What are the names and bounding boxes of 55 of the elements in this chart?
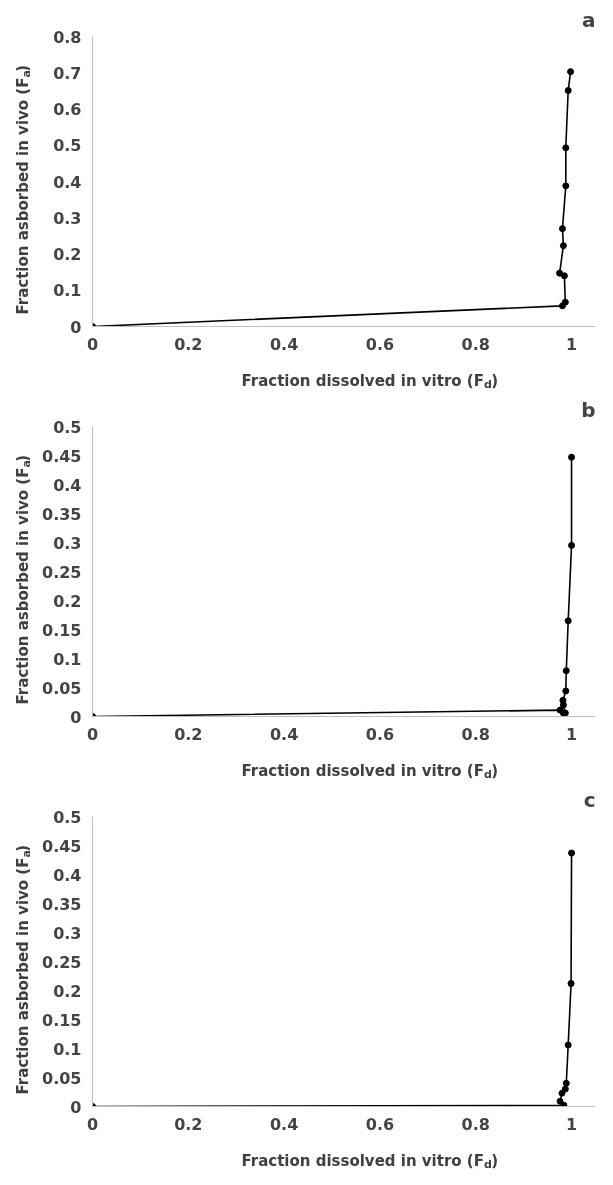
y-axis-title: Fraction asborbed in vivo (Fa) — [13, 844, 33, 1095]
y-tick-label: 0.4 — [53, 475, 82, 495]
y-tick-label: 0.35 — [42, 894, 82, 914]
y-tick-label: 0.35 — [42, 504, 82, 524]
x-tick-label: 0 — [86, 724, 99, 744]
chart-title: c — [583, 787, 596, 812]
y-tick-label: 0.1 — [53, 649, 82, 669]
y-tick-label: 0.45 — [42, 446, 82, 466]
y-tick-label: 0.1 — [53, 281, 82, 301]
y-tick-label: 0.15 — [42, 1010, 82, 1030]
chart-title: a — [582, 7, 596, 32]
y-tick-label: 0.05 — [42, 1068, 82, 1088]
y-tick-label: 0 — [70, 707, 82, 727]
x-tick-label: 0.4 — [269, 1114, 299, 1134]
chart-title: b — [581, 397, 596, 422]
y-tick-label: 0.15 — [42, 620, 82, 640]
x-tick-label: 1 — [565, 334, 578, 354]
x-tick-label: 0.6 — [365, 724, 395, 744]
y-tick-label: 0.2 — [53, 591, 82, 611]
x-tick-label: 1 — [565, 1114, 578, 1134]
x-tick-label: 0.6 — [365, 1114, 395, 1134]
y-tick-label: 0.8 — [53, 27, 82, 47]
y-axis-title: Fraction asborbed in vivo (Fa) — [13, 64, 33, 315]
y-tick-label: 0.25 — [42, 562, 82, 582]
x-tick-label: 0.8 — [461, 1114, 490, 1134]
x-tick-label: 0 — [86, 1114, 99, 1134]
y-tick-label: 0.25 — [42, 952, 82, 972]
y-tick-label: 0.5 — [53, 136, 82, 156]
y-tick-label: 0.05 — [42, 678, 82, 698]
y-tick-label: 0.45 — [42, 836, 82, 856]
y-tick-label: 0 — [70, 317, 82, 337]
y-tick-label: 0.2 — [53, 981, 82, 1001]
x-tick-label: 0.4 — [269, 334, 299, 354]
y-tick-label: 0.5 — [53, 807, 82, 827]
y-tick-label: 0.3 — [53, 208, 82, 228]
x-tick-label: 0.6 — [365, 334, 395, 354]
y-tick-label: 0.3 — [53, 533, 82, 553]
y-tick-label: 0.1 — [53, 1039, 82, 1059]
y-tick-label: 0.4 — [53, 865, 82, 885]
x-tick-label: 0.2 — [174, 724, 203, 744]
x-tick-label: 0 — [86, 334, 99, 354]
y-tick-label: 0 — [70, 1097, 82, 1117]
x-tick-label: 0.8 — [461, 724, 490, 744]
y-tick-label: 0.5 — [53, 417, 82, 437]
y-tick-label: 0.7 — [53, 63, 82, 83]
x-tick-label: 0.8 — [461, 334, 490, 354]
x-tick-label: 0.2 — [174, 1114, 203, 1134]
x-tick-label: 0.2 — [174, 334, 203, 354]
x-tick-label: 0.4 — [269, 724, 299, 744]
x-tick-label: 1 — [565, 724, 578, 744]
y-tick-label: 0.3 — [53, 923, 82, 943]
y-tick-label: 0.6 — [53, 100, 82, 119]
y-tick-label: 0.2 — [53, 245, 82, 264]
y-tick-label: 0.4 — [53, 172, 82, 192]
y-axis-title: Fraction asborbed in vivo (Fa) — [13, 454, 33, 705]
